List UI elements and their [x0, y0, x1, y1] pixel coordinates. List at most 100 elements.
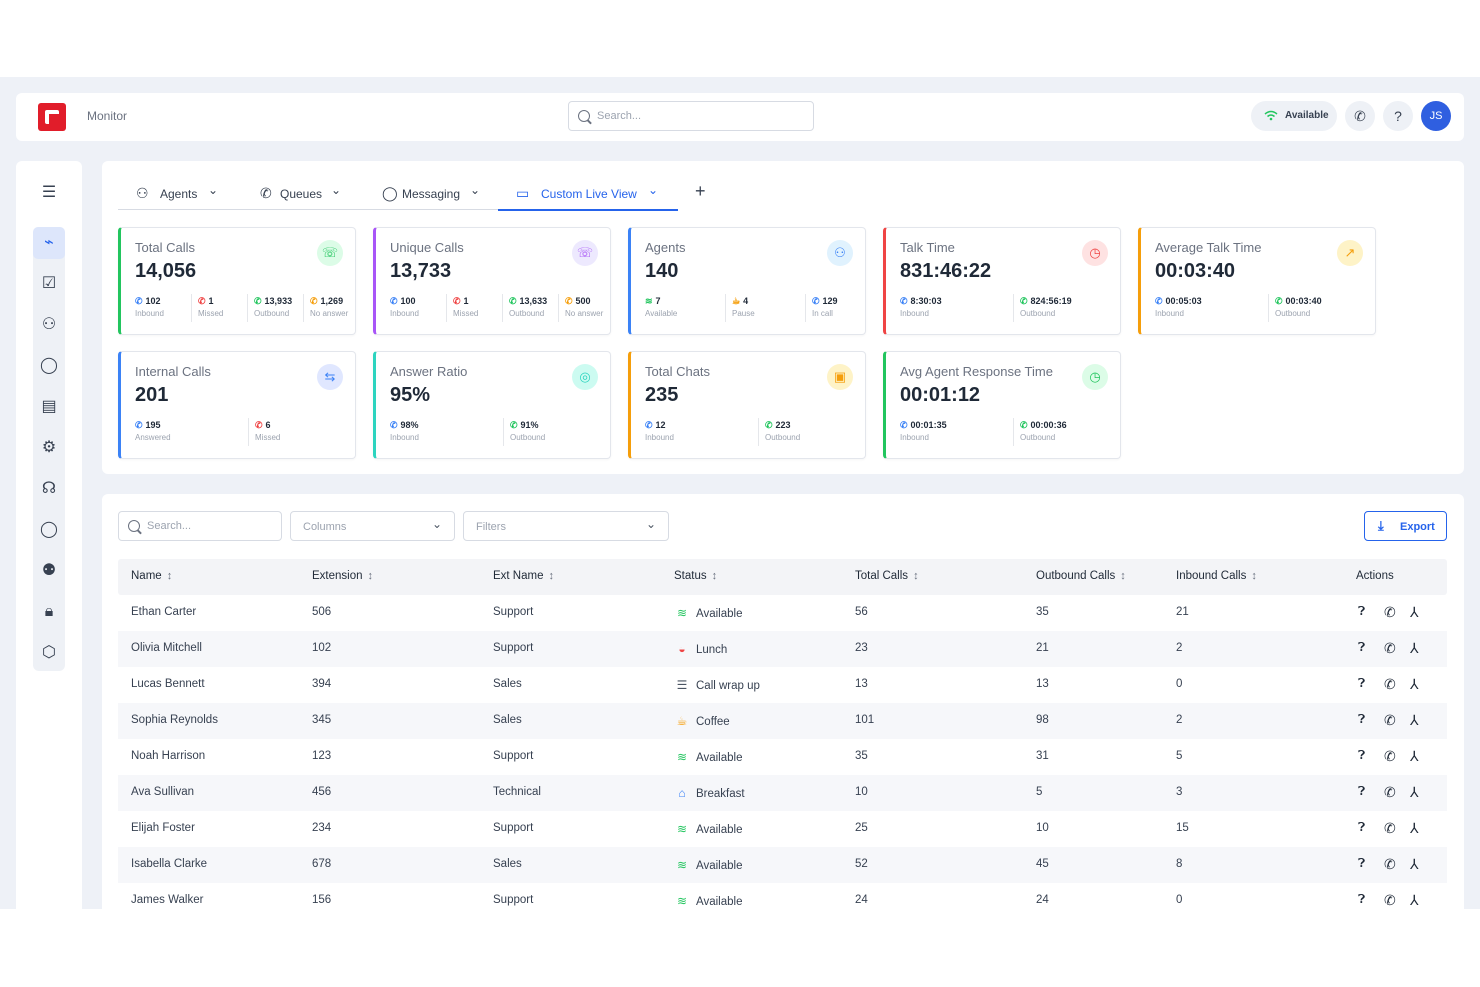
sort-icon[interactable]: ↕ [166, 570, 173, 582]
stat-card[interactable]: Total Calls 14,056 ☏ ✆ 102 Inbound ✆ 1 Missed ✆ 13… [118, 227, 356, 335]
breakdown-value: ✆ 13,933 [254, 296, 292, 307]
table-row[interactable]: Sophia Reynolds 345 Sales ☕︎ Coffee 101 98 2 ❓︎ ✆… [118, 703, 1447, 739]
messages-icon[interactable]: ◯ [40, 521, 58, 538]
monitor-icon[interactable]: ⌁ [33, 227, 65, 259]
export-button[interactable]: ⤓ Export [1364, 511, 1447, 541]
whisper-icon[interactable]: ✆ [1384, 712, 1396, 728]
tab-queues[interactable]: ✆ Queues ⌄ [242, 177, 358, 211]
stat-card[interactable]: Agents 140 ⚇ ≋ 7 Available ☕︎ 4 Pause ✆ 129 In call [628, 227, 866, 335]
barge-icon[interactable]: ⅄ [1410, 892, 1419, 908]
table-row[interactable]: Lucas Bennett 394 Sales ☰ Call wrap up 13 13 0 ❓… [118, 667, 1447, 703]
global-search[interactable] [568, 101, 814, 131]
breakdown-value: ✆ 1,269 [310, 296, 343, 307]
column-header-outbound-calls[interactable]: Outbound Calls ↕ [1036, 570, 1126, 582]
table-row[interactable]: Elijah Foster 234 Support ≋ Available 25 10 15 ❓… [118, 811, 1447, 847]
column-header-name[interactable]: Name ↕ [131, 570, 172, 582]
global-search-input[interactable] [597, 108, 797, 124]
chat-icon[interactable]: ◯ [40, 357, 58, 374]
breakdown-value: ✆ 129 [812, 296, 838, 307]
whisper-icon[interactable]: ✆ [1384, 604, 1396, 620]
listen-icon[interactable]: ❓︎ [1358, 820, 1366, 834]
user-settings-icon[interactable]: ⚉ [41, 562, 57, 579]
table-row[interactable]: Ava Sullivan 456 Technical ⌂ Breakfast 10 5 3 ❓︎… [118, 775, 1447, 811]
settings-icon[interactable]: ⚙ [41, 439, 57, 456]
barge-icon[interactable]: ⅄ [1410, 604, 1419, 620]
tab-custom-live-view[interactable]: ▭ Custom Live View ⌄ [498, 177, 678, 211]
column-header-ext-name[interactable]: Ext Name ↕ [493, 570, 554, 582]
user-avatar[interactable]: JS [1421, 101, 1451, 131]
column-header-inbound-calls[interactable]: Inbound Calls ↕ [1176, 570, 1257, 582]
reports-icon[interactable]: ▤ [41, 398, 57, 415]
sort-icon[interactable]: ↕ [548, 570, 555, 582]
stat-card[interactable]: Internal Calls 201 ⇆ ✆ 195 Answered ✆ 6 Missed [118, 351, 356, 459]
add-tab-button[interactable]: + [695, 181, 706, 202]
whisper-icon[interactable]: ✆ [1384, 784, 1396, 800]
tab-messaging[interactable]: ◯ Messaging ⌄ [364, 177, 498, 211]
cell-ext-name: Support [493, 750, 534, 762]
table-search-input[interactable] [147, 518, 275, 534]
breakdown-number: 500 [575, 296, 591, 306]
tab-agents[interactable]: ⚇ Agents ⌄ [118, 177, 234, 211]
download-icon: ⤓ [1378, 518, 1384, 533]
columns-dropdown[interactable]: Columns ⌄ [290, 511, 455, 541]
whisper-icon[interactable]: ✆ [1384, 748, 1396, 764]
sort-icon[interactable]: ↕ [367, 570, 374, 582]
availability-status[interactable]: Available [1251, 101, 1337, 131]
stat-card[interactable]: Total Chats 235 ▣ ✆ 12 Inbound ✆ 223 Outbound [628, 351, 866, 459]
barge-icon[interactable]: ⅄ [1410, 784, 1419, 800]
card-value: 00:01:12 [900, 384, 981, 406]
barge-icon[interactable]: ⅄ [1410, 676, 1419, 692]
sort-icon[interactable]: ↕ [913, 570, 919, 582]
barge-icon[interactable]: ⅄ [1410, 856, 1419, 872]
column-header-extension[interactable]: Extension ↕ [312, 570, 373, 582]
stat-card[interactable]: Unique Calls 13,733 ☏ ✆ 100 Inbound ✆ 1 Missed ✆ 1… [373, 227, 611, 335]
whisper-icon[interactable]: ✆ [1384, 892, 1396, 908]
whisper-icon[interactable]: ✆ [1384, 676, 1396, 692]
help-button[interactable]: ? [1383, 101, 1413, 131]
sort-icon[interactable]: ↕ [711, 570, 718, 582]
column-header-total-calls[interactable]: Total Calls ↕ [855, 570, 919, 582]
filters-dropdown[interactable]: Filters ⌄ [463, 511, 669, 541]
sort-icon[interactable]: ↕ [1251, 570, 1257, 582]
menu-icon[interactable]: ☰ [41, 184, 57, 201]
brand-logo[interactable] [38, 103, 66, 131]
stat-card[interactable]: Answer Ratio 95% ◎ ✆ 98% Inbound ✆ 91% Outbound [373, 351, 611, 459]
column-header-status[interactable]: Status ↕ [674, 570, 717, 582]
barge-icon[interactable]: ⅄ [1410, 748, 1419, 764]
listen-icon[interactable]: ❓︎ [1358, 856, 1366, 870]
listen-icon[interactable]: ❓︎ [1358, 892, 1366, 906]
listen-icon[interactable]: ❓︎ [1358, 604, 1366, 618]
breakdown-number: 100 [400, 296, 416, 306]
table-row[interactable]: Ethan Carter 506 Support ≋ Available 56 35 21 ❓︎… [118, 595, 1447, 631]
barge-icon[interactable]: ⅄ [1410, 712, 1419, 728]
cell-name: Noah Harrison [131, 750, 206, 762]
tasks-icon[interactable]: ☑ [41, 275, 57, 292]
table-row[interactable]: Olivia Mitchell 102 Support ◒ Lunch 23 21 2 ❓︎ ✆ ⅄ [118, 631, 1447, 667]
whisper-icon[interactable]: ✆ [1384, 640, 1396, 656]
phone-button[interactable]: ✆ [1345, 101, 1375, 131]
headset-icon[interactable]: ☊ [41, 480, 57, 497]
breakdown-value: ✆ 00:01:35 [900, 420, 947, 431]
sort-icon[interactable]: ↕ [1120, 570, 1126, 582]
users-icon[interactable]: ⚇ [41, 316, 57, 333]
whisper-icon[interactable]: ✆ [1384, 820, 1396, 836]
table-row[interactable]: James Walker 156 Support ≋ Available 24 24 0 ❓︎ ✆… [118, 883, 1447, 909]
listen-icon[interactable]: ❓︎ [1358, 748, 1366, 762]
lock-icon[interactable]: 🔒︎ [44, 603, 54, 620]
breakdown-value: ☕︎ 4 [732, 296, 748, 307]
whisper-icon[interactable]: ✆ [1384, 856, 1396, 872]
stat-card[interactable]: Average Talk Time 00:03:40 ↗ ✆ 00:05:03 Inbou… [1138, 227, 1376, 335]
admin-icon[interactable]: ⬡ [42, 644, 56, 661]
section-title: Monitor [87, 109, 128, 123]
listen-icon[interactable]: ❓︎ [1358, 784, 1366, 798]
table-row[interactable]: Noah Harrison 123 Support ≋ Available 35 31 5 ❓︎… [118, 739, 1447, 775]
listen-icon[interactable]: ❓︎ [1358, 712, 1366, 726]
listen-icon[interactable]: ❓︎ [1358, 676, 1366, 690]
stat-card[interactable]: Avg Agent Response Time 00:01:12 ◷ ✆ 00:01:3… [883, 351, 1121, 459]
stat-card[interactable]: Talk Time 831:46:22 ◷ ✆ 8:30:03 Inbound ✆ 824:5… [883, 227, 1121, 335]
barge-icon[interactable]: ⅄ [1410, 640, 1419, 656]
barge-icon[interactable]: ⅄ [1410, 820, 1419, 836]
table-row[interactable]: Isabella Clarke 678 Sales ≋ Available 52 45 8 ❓︎… [118, 847, 1447, 883]
listen-icon[interactable]: ❓︎ [1358, 640, 1366, 654]
table-search[interactable] [118, 511, 282, 541]
